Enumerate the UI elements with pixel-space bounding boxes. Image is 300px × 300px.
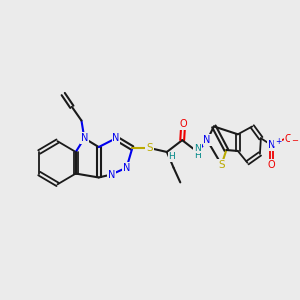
Text: N: N [194, 143, 201, 152]
Text: −: − [291, 136, 298, 145]
Text: N: N [123, 163, 130, 173]
Text: N: N [203, 135, 211, 145]
Text: +: + [275, 137, 281, 146]
Text: N: N [112, 133, 120, 143]
Text: O: O [285, 134, 292, 144]
Text: O: O [179, 119, 187, 130]
Text: N: N [107, 169, 115, 179]
Text: O: O [268, 160, 275, 170]
Text: S: S [218, 160, 225, 170]
Text: N: N [268, 140, 275, 150]
Text: H: H [168, 152, 175, 161]
Text: N: N [81, 133, 88, 143]
Text: S: S [146, 143, 153, 153]
Text: H: H [194, 152, 201, 160]
